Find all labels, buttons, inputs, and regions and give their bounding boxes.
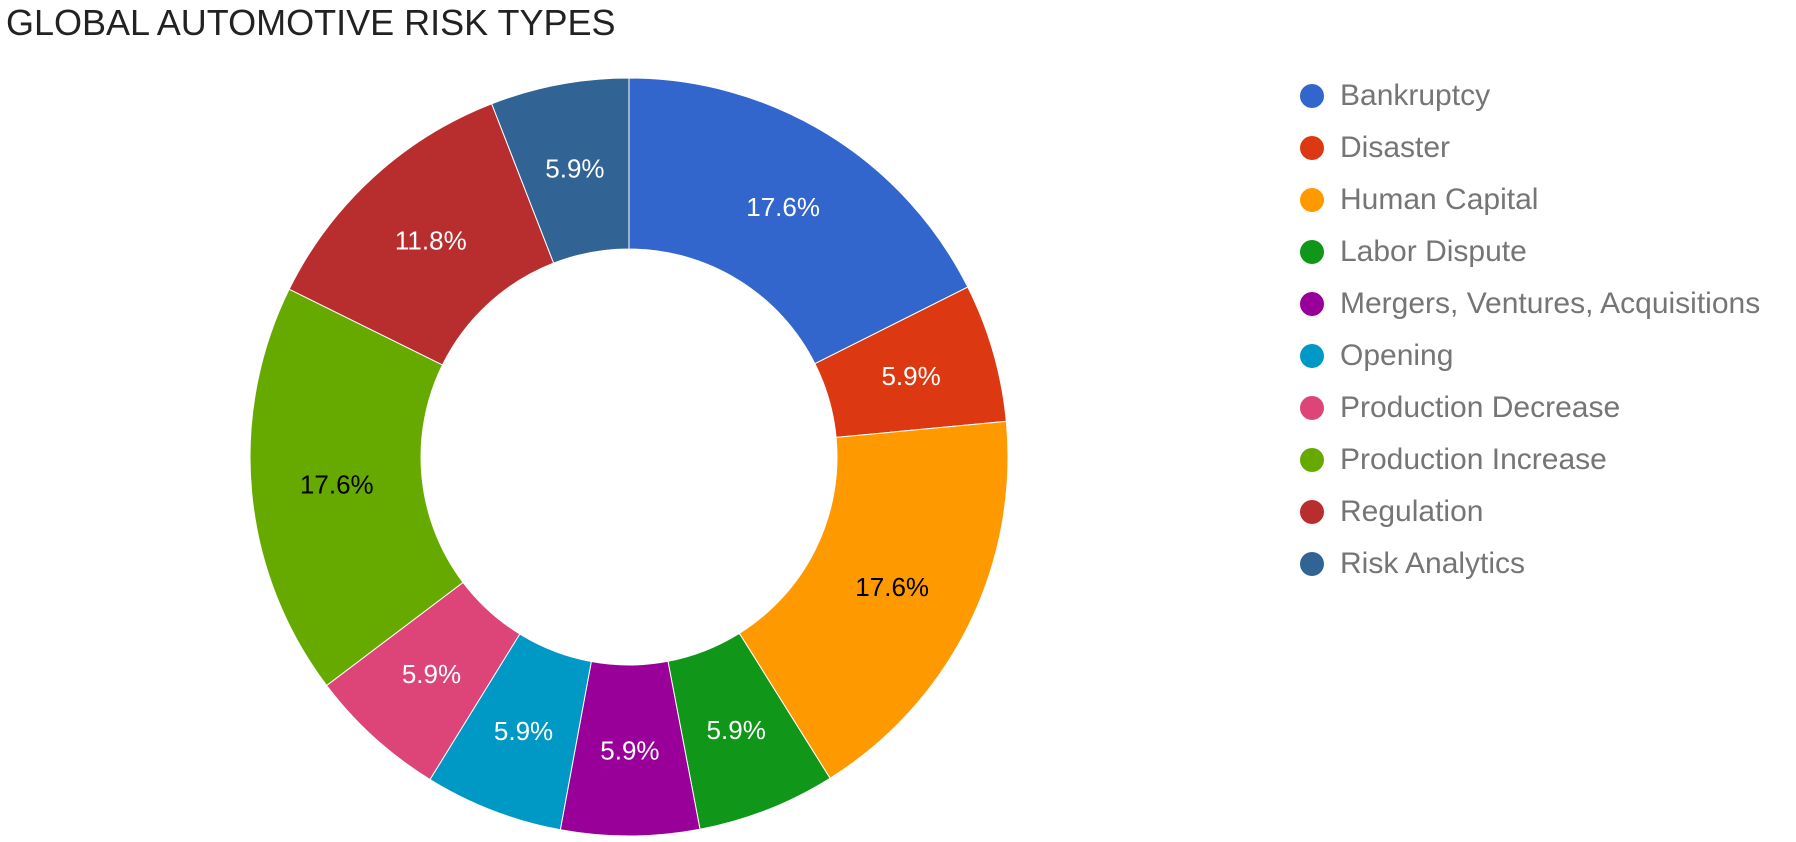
legend-label: Production Increase <box>1340 443 1607 476</box>
legend-label: Risk Analytics <box>1340 547 1526 580</box>
legend-item-human-capital[interactable]: Human Capital <box>1300 174 1760 226</box>
legend-item-regulation[interactable]: Regulation <box>1300 486 1760 538</box>
legend-label: Production Decrease <box>1340 391 1621 424</box>
legend-label: Opening <box>1340 339 1454 372</box>
legend-swatch <box>1300 136 1324 160</box>
legend-label: Human Capital <box>1340 183 1539 216</box>
legend-label: Mergers, Ventures, Acquisitions <box>1340 287 1761 320</box>
legend-item-production-decrease[interactable]: Production Decrease <box>1300 382 1760 434</box>
slice-label-opening: 5.9% <box>494 716 553 746</box>
legend-label: Labor Dispute <box>1340 235 1527 268</box>
slice-label-production-decrease: 5.9% <box>402 659 461 689</box>
legend-swatch <box>1300 188 1324 212</box>
pie-slice-labels: 17.6% 5.9% 17.6% 5.9% 5.9% 5.9% 5.9% 17.6% 11.8%… <box>300 154 941 766</box>
chart-legend: Bankruptcy Disaster Human Capital Labor Dis… <box>1300 70 1760 590</box>
legend-swatch <box>1300 84 1324 108</box>
slice-label-regulation: 11.8% <box>395 226 467 256</box>
chart-title: GLOBAL AUTOMOTIVE RISK TYPES <box>6 2 616 43</box>
slice-label-risk-analytics: 5.9% <box>545 154 604 184</box>
legend-swatch <box>1300 448 1324 472</box>
slice-risk-analytics[interactable] <box>491 77 630 264</box>
legend-swatch <box>1300 344 1324 368</box>
legend-swatch <box>1300 552 1324 576</box>
slice-label-bankruptcy: 17.6% <box>746 192 820 222</box>
slice-production-increase[interactable] <box>249 288 464 687</box>
legend-item-disaster[interactable]: Disaster <box>1300 122 1760 174</box>
slice-bankruptcy[interactable] <box>628 77 969 365</box>
legend-swatch <box>1300 396 1324 420</box>
pie-slices <box>249 77 1009 837</box>
slice-human-capital[interactable] <box>738 420 1009 779</box>
legend-item-production-increase[interactable]: Production Increase <box>1300 434 1760 486</box>
legend-item-risk-analytics[interactable]: Risk Analytics <box>1300 538 1760 590</box>
legend-item-mergers-ventures-acquisitions[interactable]: Mergers, Ventures, Acquisitions <box>1300 278 1760 330</box>
legend-swatch <box>1300 240 1324 264</box>
legend-swatch <box>1300 292 1324 316</box>
legend-item-labor-dispute[interactable]: Labor Dispute <box>1300 226 1760 278</box>
legend-item-bankruptcy[interactable]: Bankruptcy <box>1300 70 1760 122</box>
slice-label-disaster: 5.9% <box>881 361 940 391</box>
slice-label-labor-dispute: 5.9% <box>707 715 766 745</box>
legend-label: Bankruptcy <box>1340 79 1491 112</box>
legend-label: Disaster <box>1340 131 1451 164</box>
slice-regulation[interactable] <box>288 103 555 366</box>
legend-item-opening[interactable]: Opening <box>1300 330 1760 382</box>
slice-label-human-capital: 17.6% <box>855 572 929 602</box>
legend-swatch <box>1300 500 1324 524</box>
slice-label-production-increase: 17.6% <box>300 470 374 500</box>
legend-label: Regulation <box>1340 495 1484 528</box>
slice-label-mergers-ventures-acquisitions: 5.9% <box>600 735 659 765</box>
